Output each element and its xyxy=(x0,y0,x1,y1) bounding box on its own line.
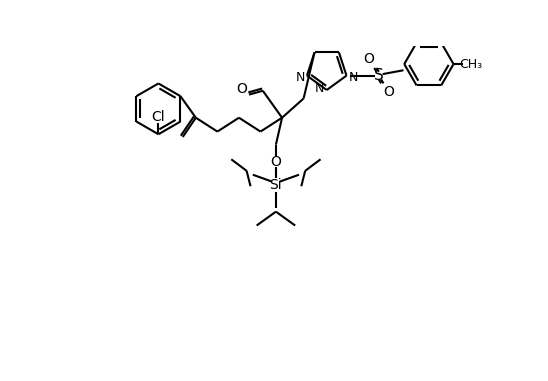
Text: Cl: Cl xyxy=(152,110,165,124)
Text: O: O xyxy=(271,155,281,169)
Text: N: N xyxy=(295,70,305,84)
Text: O: O xyxy=(236,82,247,96)
Text: CH₃: CH₃ xyxy=(459,58,482,70)
Text: S: S xyxy=(374,68,384,83)
Text: O: O xyxy=(384,85,394,99)
Text: O: O xyxy=(363,53,374,66)
Text: N: N xyxy=(349,70,358,84)
Text: Si: Si xyxy=(270,178,282,192)
Text: N: N xyxy=(315,82,324,95)
